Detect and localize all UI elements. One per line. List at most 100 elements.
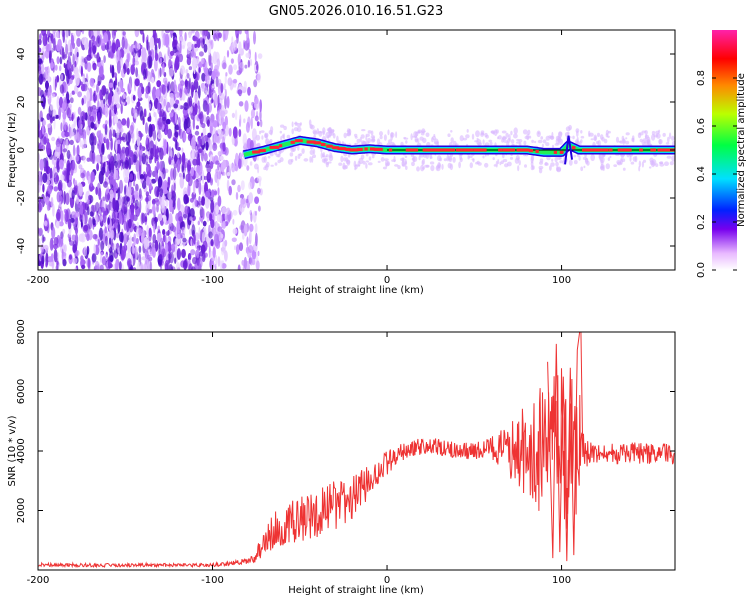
- spectrogram-noise-cell: [216, 30, 220, 34]
- spectrogram-noise-cell: [55, 144, 62, 153]
- spectrogram-noise-cell: [237, 53, 241, 67]
- spectrogram-noise-cell: [148, 227, 152, 238]
- spectrogram-noise-cell: [41, 63, 45, 75]
- spectrogram-noise-cell: [192, 36, 198, 42]
- spectrogram-noise-cell: [133, 181, 136, 187]
- spectrogram-haze-cell: [340, 155, 344, 163]
- spectrogram-haze-cell: [550, 162, 555, 167]
- spectrogram-haze-cell: [638, 160, 642, 168]
- spectrogram-noise-cell: [246, 236, 249, 247]
- spectrogram-haze-cell: [354, 133, 358, 137]
- spectrogram-noise-cell: [250, 108, 256, 119]
- spectrogram-noise-cell: [241, 86, 247, 91]
- spectrogram-noise-cell: [62, 111, 67, 120]
- spectrogram-noise-cell: [250, 116, 253, 130]
- spectrogram-noise-cell: [226, 96, 230, 109]
- spectrogram-haze-cell: [597, 140, 601, 147]
- spectrogram-noise-cell: [74, 72, 80, 87]
- spectrogram-haze-cell: [439, 157, 442, 162]
- spectrogram-noise-cell: [185, 69, 189, 74]
- spectrogram-peak-mark: [559, 150, 564, 154]
- spectrogram-noise-cell: [221, 247, 225, 256]
- spectrogram-noise-cell: [71, 189, 75, 200]
- spectrogram-noise-cell: [125, 132, 131, 145]
- spectrogram-noise-cell: [53, 186, 59, 192]
- spectrogram-noise-cell: [182, 260, 188, 270]
- spectrogram-noise-cell: [52, 76, 56, 91]
- spectrogram-noise-cell: [127, 218, 132, 229]
- spectrogram-noise-cell: [249, 223, 254, 232]
- spectrogram-noise-cell: [80, 65, 83, 77]
- spectrogram-noise-cell: [255, 232, 258, 247]
- spectrogram-noise-cell: [235, 152, 239, 165]
- spectrogram-haze-cell: [530, 156, 534, 164]
- spectrogram-haze-cell: [573, 154, 577, 158]
- spectrogram-haze-cell: [615, 136, 620, 143]
- spectrogram-noise-cell: [226, 172, 231, 177]
- spectrogram-noise-cell: [69, 97, 74, 104]
- spectrogram-haze-cell: [289, 152, 294, 157]
- spectrogram-noise-cell: [122, 31, 126, 36]
- spectrogram-noise-cell: [222, 142, 226, 152]
- spectrogram-noise-cell: [109, 64, 112, 74]
- spectrogram-haze-cell: [576, 130, 579, 137]
- spectrogram-noise-cell: [60, 122, 63, 132]
- spectrogram-noise-cell: [70, 34, 75, 46]
- spectrogram-noise-cell: [104, 124, 107, 131]
- spectrogram-noise-cell: [176, 267, 181, 270]
- spectrogram-peak-mark: [502, 148, 511, 152]
- spectrogram-noise-cell: [169, 92, 174, 99]
- spectrogram-noise-cell: [71, 234, 76, 241]
- spectrogram-noise-cell: [136, 261, 141, 270]
- spectrogram-noise-cell: [207, 42, 212, 56]
- spectrogram-noise-cell: [237, 184, 241, 193]
- spectrogram-noise-cell: [133, 233, 137, 246]
- spectrogram-noise-cell: [161, 84, 166, 95]
- spectrogram-noise-cell: [241, 259, 245, 266]
- spectrogram-noise-cell: [177, 197, 181, 211]
- spectrogram-noise-cell: [198, 113, 203, 120]
- spectrogram-haze-cell: [443, 158, 448, 162]
- spectrogram-haze-cell: [261, 135, 264, 140]
- spectrogram-noise-cell: [156, 160, 160, 171]
- spectrogram-noise-cell: [168, 176, 171, 186]
- spectrogram-haze-cell: [489, 141, 493, 146]
- spectrogram-noise-cell: [143, 236, 149, 250]
- spectrogram-noise-cell: [75, 155, 80, 162]
- spectrogram-haze-cell: [365, 160, 369, 163]
- spectrogram-haze-cell: [524, 164, 527, 168]
- spectrogram-noise-cell: [168, 264, 173, 270]
- spectrogram-noise-cell: [58, 159, 64, 170]
- spectrogram-noise-cell: [89, 211, 94, 217]
- spectrogram-noise-cell: [142, 32, 145, 44]
- spectrogram-noise-cell: [38, 47, 42, 53]
- spectrogram-haze-cell: [573, 160, 578, 165]
- spectrogram-noise-cell: [109, 255, 114, 262]
- y-tick-label: 8000: [16, 319, 27, 344]
- spectrogram-noise-cell: [141, 178, 143, 184]
- spectrogram-noise-cell: [164, 30, 170, 34]
- spectrogram-noise-cell: [123, 93, 126, 99]
- spectrogram-peak-mark: [258, 149, 266, 153]
- spectrogram-noise-cell: [69, 139, 74, 145]
- spectrogram-haze-cell: [517, 165, 520, 172]
- spectrogram-noise-cell: [228, 185, 232, 196]
- spectrogram-haze-cell: [387, 129, 390, 136]
- spectrogram-haze-cell: [279, 130, 282, 134]
- spectrogram-noise-cell: [152, 129, 157, 141]
- colorbar-tick-label: 0.2: [696, 214, 707, 230]
- spectrogram-noise-cell: [111, 64, 115, 79]
- spectrogram-noise-cell: [238, 101, 244, 107]
- spectrogram-noise-cell: [76, 37, 81, 48]
- spectrogram-noise-cell: [231, 41, 236, 53]
- spectrogram-haze-cell: [322, 153, 325, 158]
- spectrogram-noise-cell: [189, 253, 192, 260]
- spectrogram-noise-cell: [202, 59, 207, 73]
- spectrogram-noise-cell: [243, 118, 246, 124]
- spectrogram-noise-cell: [151, 198, 156, 205]
- spectrogram-noise-cell: [208, 231, 213, 239]
- spectrogram-noise-cell: [146, 225, 149, 237]
- spectrogram-noise-cell: [191, 30, 195, 34]
- spectrogram-peak-mark: [405, 148, 412, 152]
- spectrogram-noise-cell: [192, 158, 198, 166]
